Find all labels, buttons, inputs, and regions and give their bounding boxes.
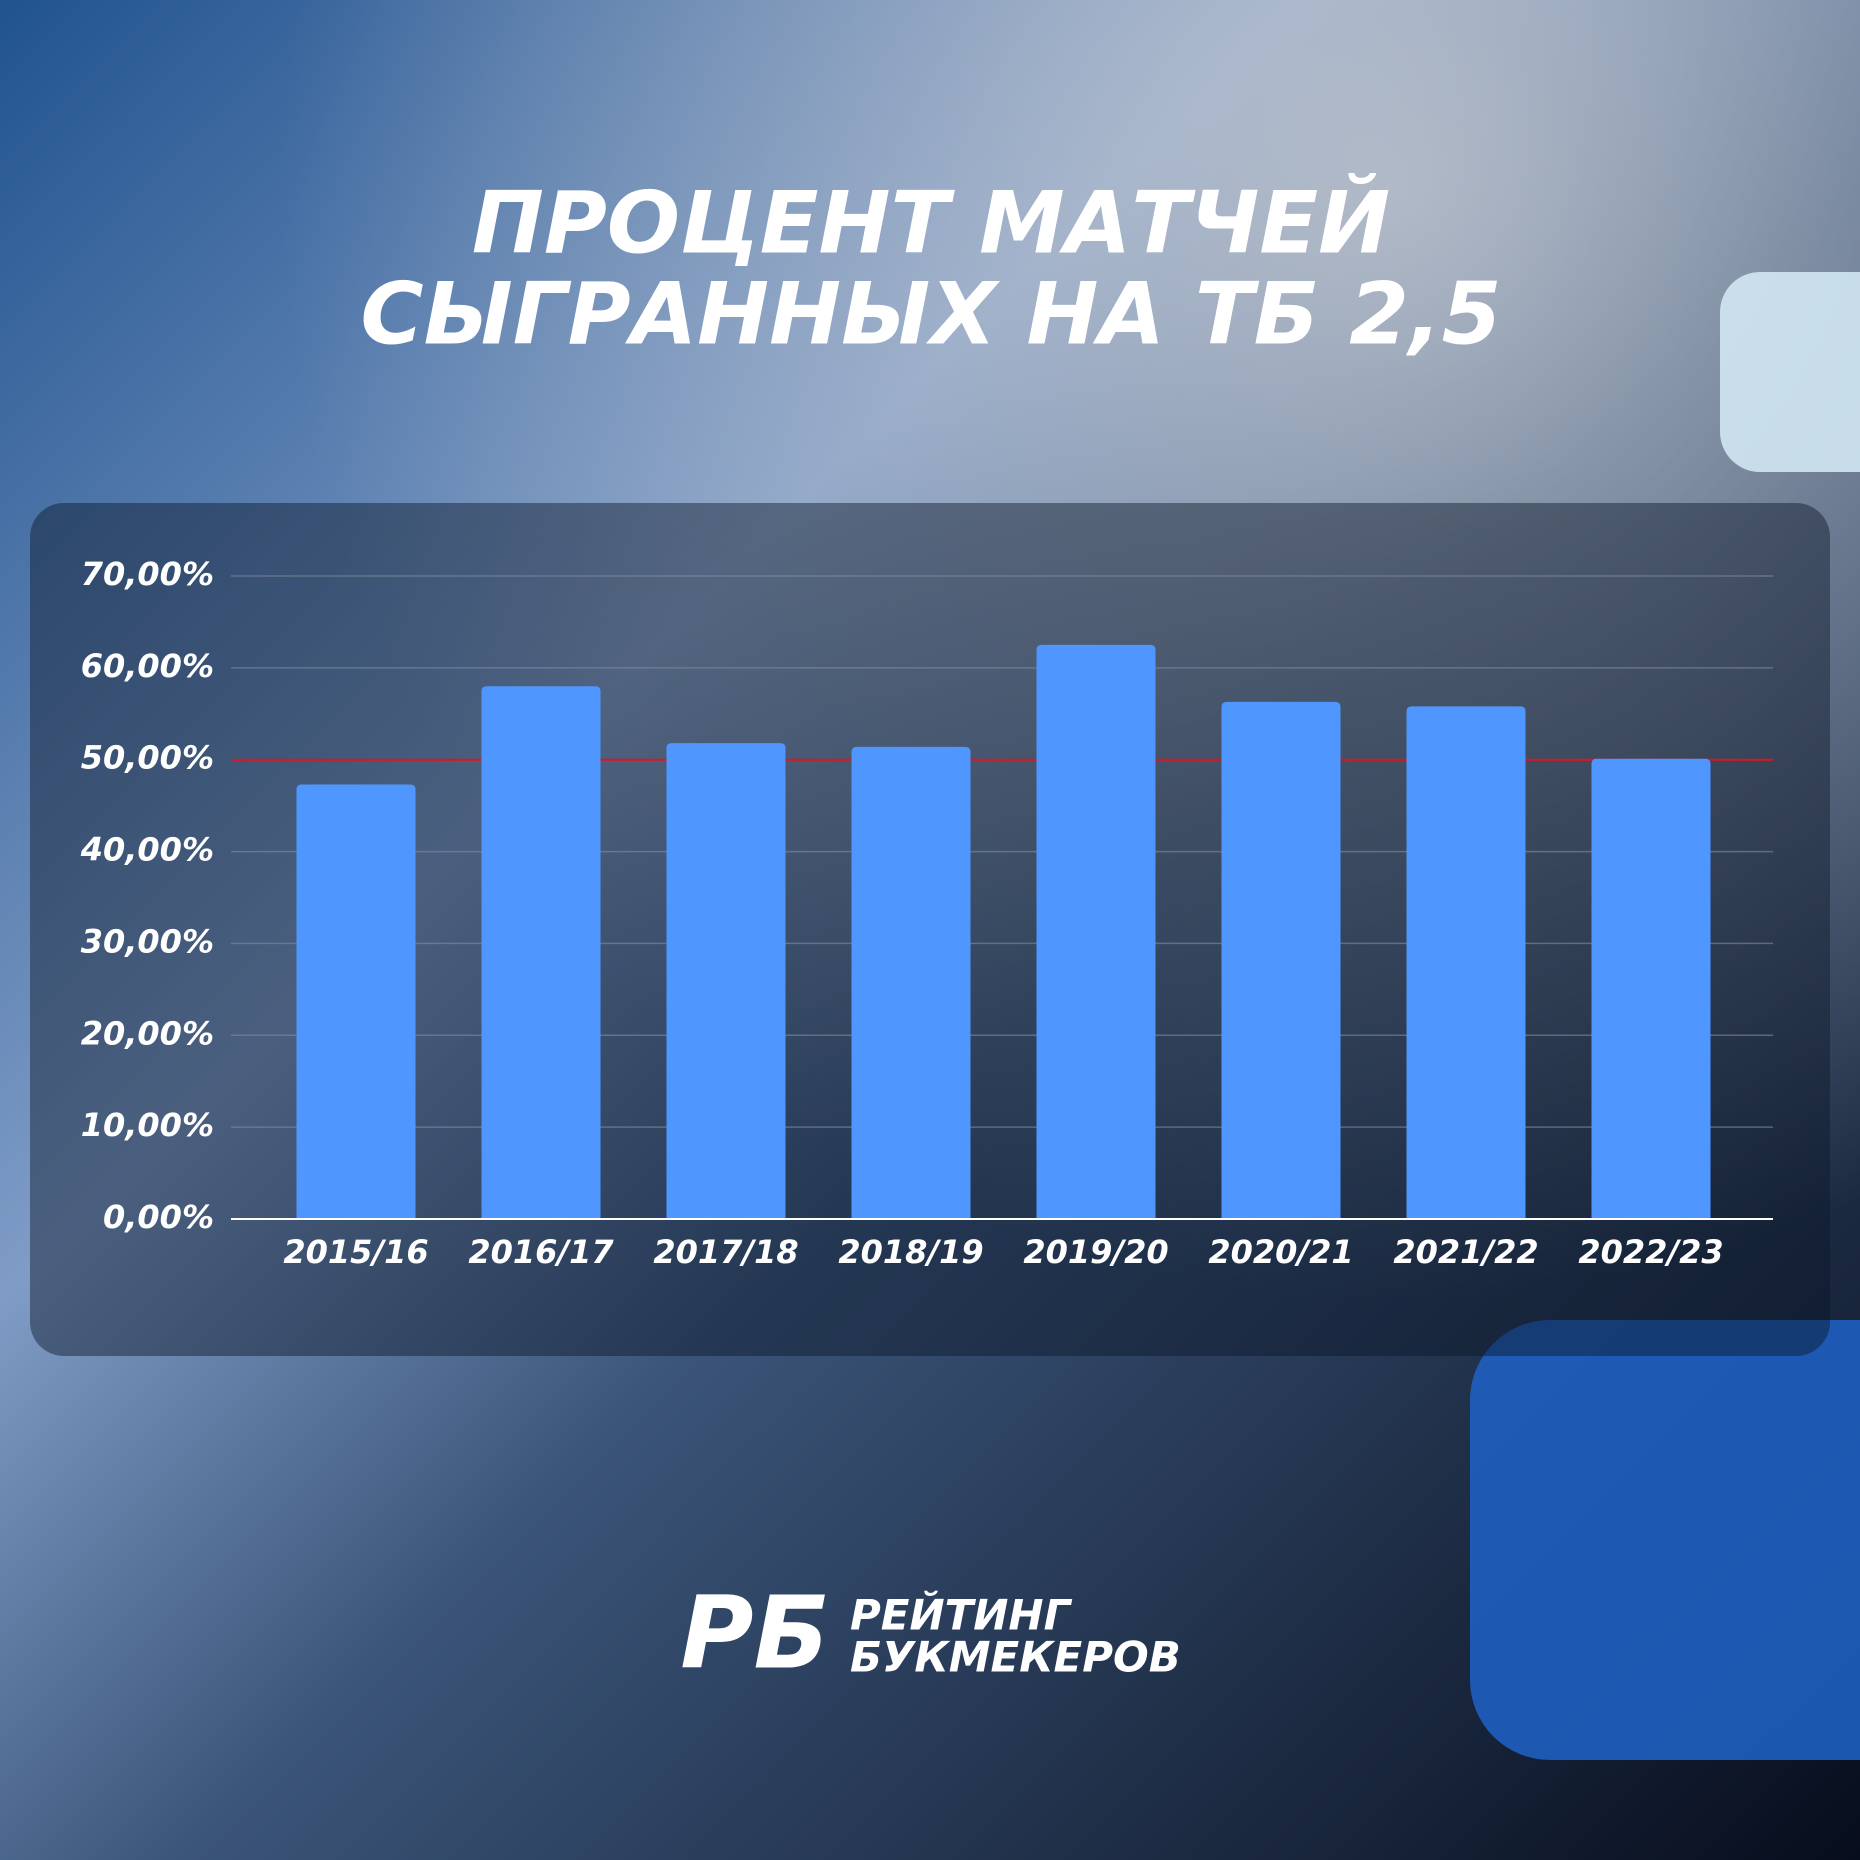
x-tick-label: 2019/20 — [1023, 1233, 1168, 1271]
bar — [296, 784, 416, 1219]
y-tick-label: 60,00% — [81, 647, 214, 685]
decor-shape — [1470, 1320, 1860, 1760]
y-tick-label: 20,00% — [81, 1014, 214, 1052]
bar — [1036, 644, 1156, 1219]
y-tick-label: 50,00% — [81, 739, 214, 777]
logo-text: РЕЙТИНГ — [850, 1590, 1073, 1640]
logo: РБ РЕЙТИНГ БУКМЕКЕРОВ — [680, 1574, 1180, 1691]
bar — [1221, 701, 1341, 1219]
bar — [666, 743, 786, 1219]
y-tick-label: 70,00% — [81, 555, 214, 593]
bar — [1591, 758, 1711, 1219]
x-tick-label: 2016/17 — [468, 1233, 614, 1271]
chart-title: ПРОЦЕНТ МАТЧЕЙ — [472, 172, 1390, 273]
x-tick-label: 2017/18 — [653, 1233, 798, 1271]
y-tick-label: 0,00% — [103, 1198, 214, 1236]
x-tick-label: 2015/16 — [283, 1233, 428, 1271]
x-tick-label: 2022/23 — [1578, 1233, 1723, 1271]
bar — [481, 686, 601, 1219]
y-tick-label: 30,00% — [81, 922, 214, 960]
chart-title: СЫГРАННЫХ НА ТБ 2,5 — [361, 264, 1502, 364]
bar — [1406, 706, 1526, 1219]
logo-text: БУКМЕКЕРОВ — [850, 1633, 1181, 1682]
x-tick-label: 2020/21 — [1208, 1233, 1353, 1271]
y-tick-label: 40,00% — [80, 831, 214, 869]
logo-mark: РБ — [680, 1574, 830, 1691]
x-tick-label: 2021/22 — [1393, 1233, 1538, 1271]
y-tick-label: 10,00% — [81, 1106, 214, 1144]
decor-shape — [1720, 272, 1860, 472]
bar — [851, 746, 971, 1219]
x-tick-label: 2018/19 — [838, 1233, 983, 1271]
